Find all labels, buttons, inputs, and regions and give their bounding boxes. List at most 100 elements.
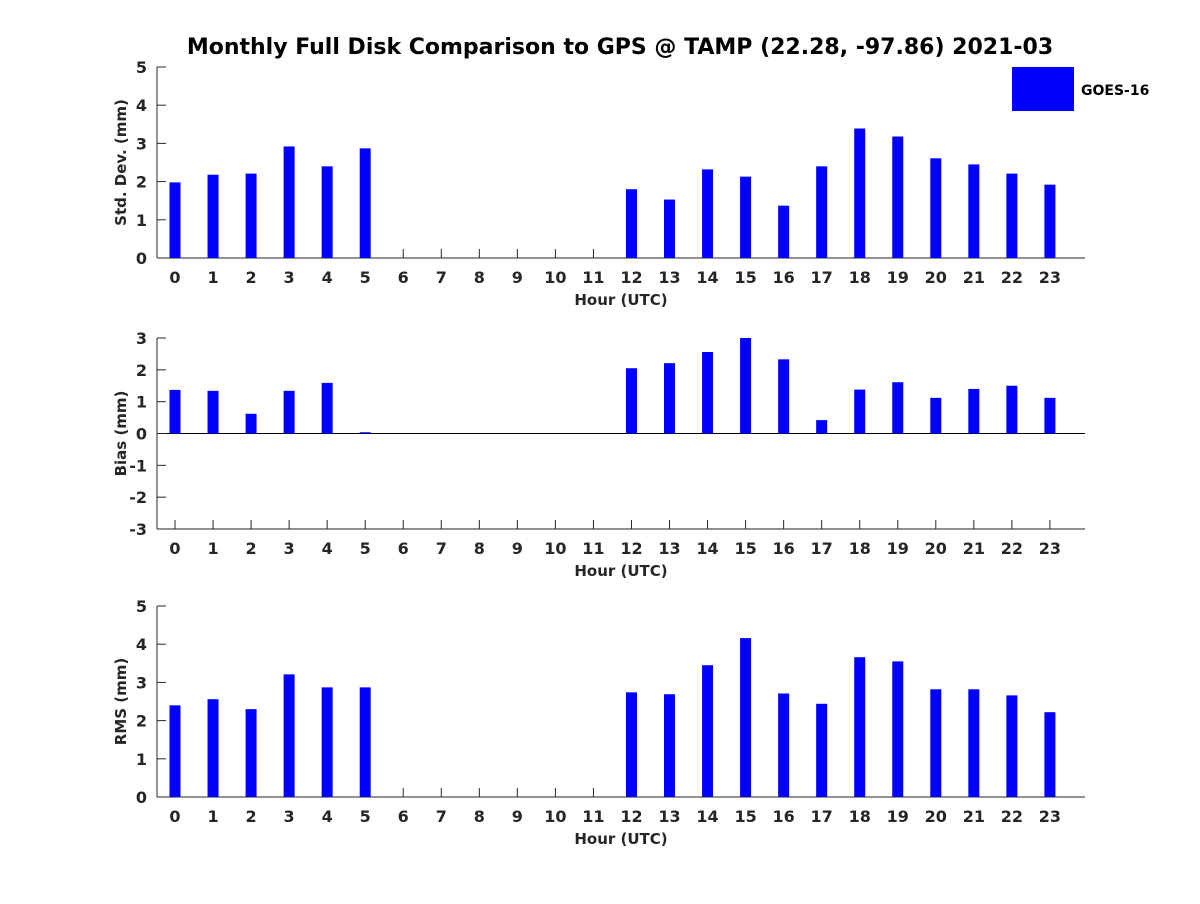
bias-bar-hour-21: [968, 388, 980, 434]
rms-bar-hour-0: [169, 705, 181, 797]
bias-x-tick-label: 4: [322, 539, 333, 558]
bias-bar-hour-14: [702, 352, 714, 434]
rms-y-axis-label: RMS (mm): [112, 658, 130, 745]
std-dev-y-axis-label: Std. Dev. (mm): [112, 99, 130, 226]
rms-x-tick-label: 1: [207, 807, 218, 826]
bias-x-axis-label: Hour (UTC): [574, 562, 667, 580]
rms-y-tick-label: 0: [136, 788, 147, 807]
rms-y-tick-label: 5: [136, 597, 147, 616]
std-dev-bar-hour-0: [169, 182, 181, 258]
rms-x-tick-label: 9: [512, 807, 523, 826]
std-dev-x-tick-label: 10: [544, 268, 566, 287]
bias-bar-hour-3: [283, 390, 295, 434]
std-dev-y-tick-label: 1: [136, 211, 147, 230]
bias-x-tick-label: 8: [474, 539, 485, 558]
std-dev-bar-hour-13: [664, 199, 676, 258]
rms-bar-hour-22: [1006, 695, 1018, 797]
std-dev-x-axis-label: Hour (UTC): [574, 291, 667, 309]
bias-bar-hour-0: [169, 389, 181, 434]
bias-bar-hour-18: [854, 389, 866, 434]
std-dev-x-tick-label: 14: [696, 268, 718, 287]
std-dev-bar-hour-12: [625, 189, 637, 258]
bias-x-tick-label: 20: [925, 539, 947, 558]
rms-bar-hour-3: [283, 674, 295, 797]
rms-x-tick-label: 19: [887, 807, 909, 826]
bias-x-tick-label: 12: [620, 539, 642, 558]
rms-x-axis-label: Hour (UTC): [574, 830, 667, 848]
std-dev-x-tick-label: 9: [512, 268, 523, 287]
rms-bar-hour-14: [702, 665, 714, 797]
rms-y-tick-label: 4: [136, 635, 147, 654]
std-dev-bar-hour-14: [702, 169, 714, 258]
rms-x-tick-label: 5: [360, 807, 371, 826]
std-dev-bar-hour-5: [359, 148, 371, 258]
std-dev-x-tick-label: 7: [436, 268, 447, 287]
bias-y-tick-label: -1: [129, 456, 147, 475]
bias-x-tick-label: 1: [207, 539, 218, 558]
bias-x-tick-label: 9: [512, 539, 523, 558]
std-dev-x-tick-label: 1: [207, 268, 218, 287]
std-dev-bar-hour-23: [1044, 184, 1056, 258]
rms-y-tick-label: 3: [136, 673, 147, 692]
std-dev-x-tick-label: 19: [887, 268, 909, 287]
bias-x-tick-label: 14: [696, 539, 718, 558]
bias-bar-hour-1: [207, 390, 219, 434]
rms-x-tick-label: 14: [696, 807, 718, 826]
std-dev-x-tick-label: 3: [284, 268, 295, 287]
std-dev-bar-hour-21: [968, 164, 980, 258]
std-dev-x-tick-label: 15: [734, 268, 756, 287]
legend-label: GOES-16: [1081, 83, 1149, 99]
rms-x-tick-label: 2: [246, 807, 257, 826]
rms-bar-hour-12: [625, 692, 637, 797]
bias-y-tick-label: 2: [136, 361, 147, 380]
std-dev-x-tick-label: 4: [322, 268, 333, 287]
rms-x-tick-label: 18: [849, 807, 871, 826]
bias-bar-hour-17: [816, 420, 828, 434]
rms-bar-hour-23: [1044, 712, 1056, 797]
bias-y-tick-label: 1: [136, 393, 147, 412]
bias-bar-hour-4: [321, 382, 333, 434]
std-dev-bar-hour-15: [740, 176, 752, 258]
rms-x-tick-label: 21: [963, 807, 985, 826]
bias-x-tick-label: 11: [582, 539, 604, 558]
rms-bar-hour-5: [359, 687, 371, 797]
bias-bar-hour-16: [778, 359, 790, 434]
std-dev-x-tick-label: 0: [169, 268, 180, 287]
bias-y-tick-label: -2: [129, 488, 147, 507]
rms-x-tick-label: 11: [582, 807, 604, 826]
bias-x-tick-label: 0: [169, 539, 180, 558]
std-dev-y-tick-label: 3: [136, 134, 147, 153]
rms-y-tick-label: 2: [136, 712, 147, 731]
rms-bar-hour-17: [816, 703, 828, 797]
std-dev-x-tick-label: 11: [582, 268, 604, 287]
std-dev-x-tick-label: 21: [963, 268, 985, 287]
rms-bar-hour-13: [664, 694, 676, 797]
rms-x-tick-label: 6: [398, 807, 409, 826]
std-dev-x-tick-label: 2: [246, 268, 257, 287]
bias-bar-hour-5: [359, 432, 371, 434]
chart-title: Monthly Full Disk Comparison to GPS @ TA…: [187, 35, 1053, 60]
bias-bar-hour-20: [930, 397, 942, 434]
bias-x-tick-label: 10: [544, 539, 566, 558]
bias-bar-hour-15: [740, 338, 752, 434]
rms-bar-hour-1: [207, 699, 219, 797]
bias-bar-hour-13: [664, 363, 676, 434]
rms-x-tick-label: 23: [1039, 807, 1061, 826]
rms-bar-hour-21: [968, 689, 980, 797]
bias-x-tick-label: 22: [1001, 539, 1023, 558]
std-dev-x-tick-label: 8: [474, 268, 485, 287]
rms-x-tick-label: 22: [1001, 807, 1023, 826]
std-dev-x-tick-label: 18: [849, 268, 871, 287]
std-dev-x-tick-label: 13: [658, 268, 680, 287]
bias-y-tick-label: 0: [136, 425, 147, 444]
rms-bar-hour-20: [930, 689, 942, 797]
bias-y-tick-label: -3: [129, 520, 147, 539]
std-dev-x-tick-label: 6: [398, 268, 409, 287]
rms-x-tick-label: 4: [322, 807, 333, 826]
bias-x-tick-label: 15: [734, 539, 756, 558]
rms-x-tick-label: 12: [620, 807, 642, 826]
std-dev-y-tick-label: 4: [136, 96, 147, 115]
bias-y-tick-label: 3: [136, 329, 147, 348]
